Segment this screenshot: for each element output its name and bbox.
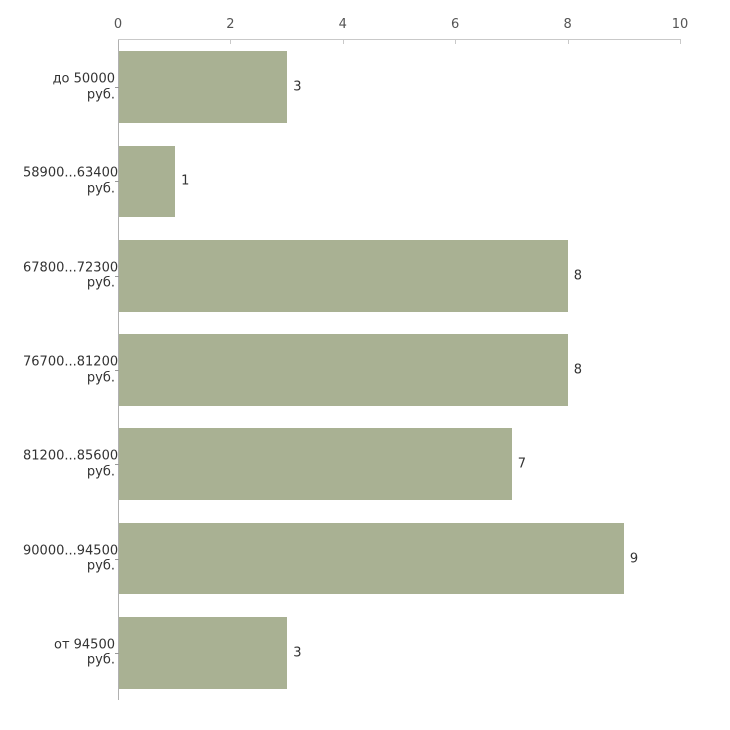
bar-3[interactable] bbox=[119, 334, 568, 406]
category-label-0: до 50000 руб. bbox=[23, 72, 115, 103]
x-axis-tick-10: 10 bbox=[672, 17, 689, 32]
chart-container: 0 2 4 6 8 10 до 50000 руб. 3 58900...63400 руб.… bbox=[0, 0, 730, 730]
bar-row-6[interactable]: от 94500 руб. 3 bbox=[119, 606, 680, 700]
category-label-1: 58900...63400 руб. bbox=[23, 166, 115, 197]
value-label-3: 8 bbox=[574, 362, 582, 377]
x-axis-tick-8: 8 bbox=[563, 17, 571, 32]
category-label-6: от 94500 руб. bbox=[23, 637, 115, 668]
value-label-0: 3 bbox=[293, 80, 301, 95]
x-axis-tick-6: 6 bbox=[451, 17, 459, 32]
plot-area: 0 2 4 6 8 10 до 50000 руб. 3 58900...63400 руб.… bbox=[118, 15, 680, 700]
value-label-5: 9 bbox=[630, 551, 638, 566]
value-label-1: 1 bbox=[181, 174, 189, 189]
bar-4[interactable] bbox=[119, 428, 512, 500]
bar-row-1[interactable]: 58900...63400 руб. 1 bbox=[119, 134, 680, 228]
bar-row-4[interactable]: 81200...85600 руб. 7 bbox=[119, 417, 680, 511]
bar-row-5[interactable]: 90000...94500 руб. 9 bbox=[119, 511, 680, 605]
category-label-3: 76700...81200 руб. bbox=[23, 354, 115, 385]
value-label-4: 7 bbox=[518, 457, 526, 472]
bar-row-3[interactable]: 76700...81200 руб. 8 bbox=[119, 323, 680, 417]
value-label-6: 3 bbox=[293, 645, 301, 660]
x-axis-tick-mark-10 bbox=[680, 39, 681, 44]
bar-0[interactable] bbox=[119, 51, 287, 123]
bar-6[interactable] bbox=[119, 617, 287, 689]
bars-region: до 50000 руб. 3 58900...63400 руб. 1 67800..… bbox=[118, 40, 680, 700]
category-label-2: 67800...72300 руб. bbox=[23, 260, 115, 291]
x-axis: 0 2 4 6 8 10 bbox=[118, 15, 680, 40]
bar-5[interactable] bbox=[119, 523, 624, 595]
x-axis-tick-4: 4 bbox=[339, 17, 347, 32]
category-label-4: 81200...85600 руб. bbox=[23, 449, 115, 480]
bar-1[interactable] bbox=[119, 146, 175, 218]
category-label-5: 90000...94500 руб. bbox=[23, 543, 115, 574]
bar-row-2[interactable]: 67800...72300 руб. 8 bbox=[119, 229, 680, 323]
bar-row-0[interactable]: до 50000 руб. 3 bbox=[119, 40, 680, 134]
x-axis-tick-0: 0 bbox=[114, 17, 122, 32]
x-axis-tick-2: 2 bbox=[226, 17, 234, 32]
bar-2[interactable] bbox=[119, 240, 568, 312]
value-label-2: 8 bbox=[574, 268, 582, 283]
